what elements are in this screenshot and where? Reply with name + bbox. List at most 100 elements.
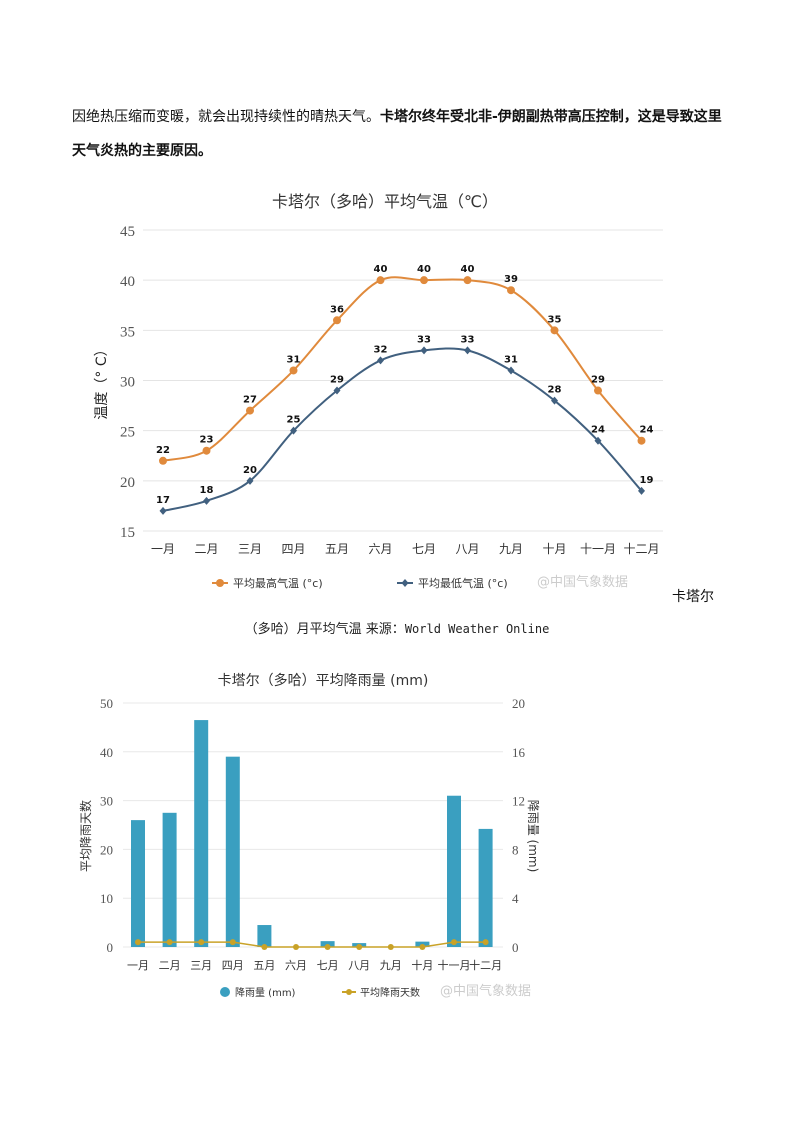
data-point xyxy=(377,356,384,365)
paragraph-bold: 卡塔尔终年受北非-伊朗副热带高压控制，这是导致这里天气炎热的主要原因。 xyxy=(72,109,722,159)
legend-marker xyxy=(216,579,224,587)
y-left-tick-label: 10 xyxy=(100,891,113,906)
x-tick-label: 五月 xyxy=(325,542,349,556)
data-point xyxy=(333,386,341,395)
data-point xyxy=(594,386,602,395)
data-point xyxy=(507,366,515,375)
series-line xyxy=(138,941,486,948)
x-tick-label: 四月 xyxy=(222,959,244,972)
y-right-tick-label: 0 xyxy=(512,940,519,955)
legend-label: 平均降雨天数 xyxy=(360,986,420,999)
y-right-tick-label: 20 xyxy=(512,696,525,711)
data-point xyxy=(246,476,254,485)
data-label: 24 xyxy=(640,425,654,436)
data-point xyxy=(638,486,645,495)
x-tick-label: 七月 xyxy=(317,959,339,972)
data-label: 27 xyxy=(243,395,257,406)
x-tick-label: 一月 xyxy=(151,542,175,556)
bar xyxy=(478,828,493,947)
data-label: 39 xyxy=(504,274,518,285)
x-tick-label: 六月 xyxy=(285,959,307,972)
x-tick-label: 六月 xyxy=(368,542,392,556)
data-point xyxy=(420,276,428,285)
data-label: 31 xyxy=(504,354,518,365)
y-left-tick-label: 0 xyxy=(107,940,114,955)
x-tick-label: 九月 xyxy=(380,959,402,972)
data-point xyxy=(387,944,394,950)
paragraph-normal: 因绝热压缩而变暖，就会出现持续性的晴热天气。 xyxy=(72,109,380,125)
data-label: 29 xyxy=(591,375,605,386)
y-right-axis-label: 降雨量 (mm) xyxy=(526,800,540,873)
data-label: 29 xyxy=(330,375,344,386)
data-point xyxy=(289,366,298,375)
data-label: 22 xyxy=(156,445,170,456)
legend-label: 降雨量 (mm) xyxy=(235,986,296,999)
data-point xyxy=(246,406,254,415)
x-tick-label: 十一月 xyxy=(580,542,616,556)
x-tick-label: 一月 xyxy=(127,959,149,972)
x-tick-label: 二月 xyxy=(159,959,181,972)
data-label: 23 xyxy=(200,435,214,446)
data-point xyxy=(159,456,167,465)
y-left-tick-label: 20 xyxy=(100,842,113,857)
data-label: 19 xyxy=(640,475,654,486)
y-left-tick-label: 40 xyxy=(100,745,113,760)
y-left-tick-label: 50 xyxy=(100,696,113,711)
y-tick-label: 45 xyxy=(120,224,135,240)
data-point xyxy=(551,396,558,405)
data-label: 35 xyxy=(548,314,562,325)
data-point xyxy=(229,939,236,946)
figure-caption: （多哈）月平均气温 来源：World Weather Online xyxy=(0,618,794,637)
data-point xyxy=(507,286,515,295)
caption-text: （多哈）月平均气温 来源： xyxy=(244,622,405,637)
y-tick-label: 15 xyxy=(120,525,135,541)
y-tick-label: 25 xyxy=(120,425,135,441)
data-label: 17 xyxy=(156,495,170,506)
legend-marker xyxy=(346,989,352,995)
data-point xyxy=(166,939,173,946)
side-text: 卡塔尔 xyxy=(672,589,714,605)
bar xyxy=(447,795,461,947)
data-label: 40 xyxy=(374,264,388,275)
x-tick-label: 十一月 xyxy=(438,958,471,972)
x-tick-label: 三月 xyxy=(190,959,212,972)
data-point xyxy=(198,939,205,946)
data-point xyxy=(420,346,428,355)
data-label: 40 xyxy=(417,264,431,275)
data-label: 20 xyxy=(243,465,257,476)
data-label: 32 xyxy=(374,344,388,355)
watermark-1: @中国气象数据 xyxy=(537,575,629,590)
data-point xyxy=(419,944,426,950)
body-paragraph: 因绝热压缩而变暖，就会出现持续性的晴热天气。卡塔尔终年受北非-伊朗副热带高压控制… xyxy=(72,100,732,168)
data-point xyxy=(550,326,559,335)
x-tick-label: 五月 xyxy=(253,959,275,972)
caption-source: World Weather Online xyxy=(404,622,550,636)
data-label: 40 xyxy=(461,264,475,275)
x-tick-label: 二月 xyxy=(194,542,218,556)
data-point xyxy=(135,939,141,946)
bar xyxy=(194,720,209,947)
y-right-tick-label: 12 xyxy=(512,794,525,809)
legend-label: 平均最高气温 (°c) xyxy=(233,576,323,590)
data-point xyxy=(290,426,297,435)
data-label: 33 xyxy=(461,334,475,345)
x-tick-label: 十二月 xyxy=(623,542,659,556)
legend-marker xyxy=(401,579,409,587)
chart-title: 卡塔尔（多哈）平均降雨量 (mm) xyxy=(218,672,429,689)
bar xyxy=(131,820,145,947)
data-label: 31 xyxy=(287,354,301,365)
data-label: 28 xyxy=(548,385,562,396)
data-label: 18 xyxy=(200,485,214,496)
y-tick-label: 20 xyxy=(120,475,135,491)
legend-marker xyxy=(220,987,230,997)
watermark-2: @中国气象数据 xyxy=(440,984,532,999)
data-point xyxy=(463,276,472,285)
bar xyxy=(162,812,177,947)
data-point xyxy=(376,276,385,285)
data-point xyxy=(324,944,331,950)
data-point xyxy=(203,496,210,505)
y-left-tick-label: 30 xyxy=(100,794,113,809)
data-point xyxy=(356,944,363,950)
data-point xyxy=(261,944,268,950)
